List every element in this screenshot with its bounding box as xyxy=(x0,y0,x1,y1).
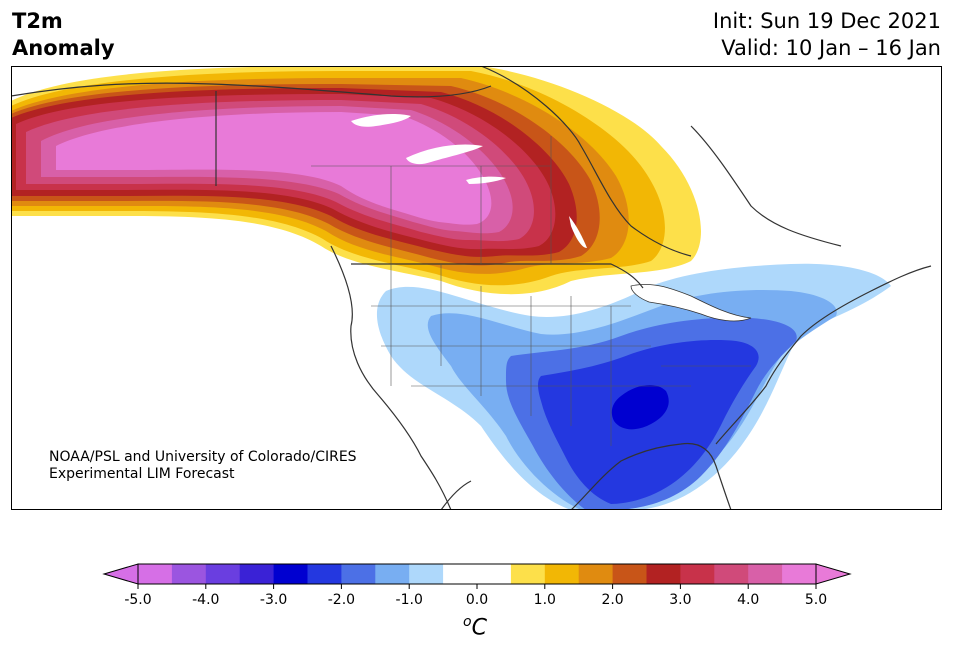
colorbar-tick-label: 2.0 xyxy=(601,592,623,608)
colorbar-tick-label: 1.0 xyxy=(534,592,556,608)
cold-contour-5 xyxy=(611,384,669,430)
colorbar-tick-label: -2.0 xyxy=(328,592,355,608)
east-coast xyxy=(715,265,932,445)
us-canada-border xyxy=(351,263,644,289)
hudson-bay xyxy=(480,66,692,257)
cold-anomaly-region xyxy=(376,263,891,510)
west-coast xyxy=(330,245,452,510)
colorbar-tick-label: 5.0 xyxy=(805,592,827,608)
colorbar-over-arrow xyxy=(815,563,852,585)
colorbar-segment xyxy=(578,564,614,584)
colorbar-tick-label: 0.0 xyxy=(466,592,488,608)
great-slave-lake xyxy=(406,144,483,165)
colorbar-segment xyxy=(544,564,580,584)
gulf-coast xyxy=(570,442,732,510)
colorbar-segment xyxy=(341,564,376,584)
init-date: Init: Sun 19 Dec 2021 xyxy=(712,9,941,33)
warm-contour-9 xyxy=(56,112,492,225)
colorbar-segment xyxy=(782,564,817,584)
warm-anomaly-region xyxy=(11,66,701,295)
colorbar-segment xyxy=(138,564,173,584)
colorbar-tick-label: 3.0 xyxy=(669,592,691,608)
title-line-1: T2m xyxy=(12,9,63,33)
colorbar-segment xyxy=(612,564,647,584)
credit-text: NOAA/PSL and University of Colorado/CIRE… xyxy=(49,449,357,483)
valid-range: Valid: 10 Jan – 16 Jan xyxy=(721,36,941,60)
colorbar-segment xyxy=(239,564,275,584)
colorbar-tick-label: -4.0 xyxy=(192,592,219,608)
colorbar-segment xyxy=(307,564,342,584)
anomaly-map xyxy=(11,66,942,510)
colorbar-segment xyxy=(477,564,512,584)
unit-degree: o xyxy=(463,614,472,630)
arctic-coast xyxy=(11,82,492,98)
state-lines xyxy=(311,136,751,446)
lakes xyxy=(351,113,752,322)
colorbar-tick-label: -1.0 xyxy=(396,592,423,608)
colorbar-segment xyxy=(748,564,783,584)
colorbar-tick-label: -3.0 xyxy=(260,592,287,608)
colorbar-segment xyxy=(646,564,681,584)
lake-athabasca xyxy=(466,176,506,184)
colorbar-segment xyxy=(375,564,410,584)
colorbar: -5.0 -4.0 -3.0 -2.0 -1.0 0.0 1.0 2.0 3.0 4.0 5.0 xyxy=(102,563,852,608)
title-line-2: Anomaly xyxy=(12,36,115,60)
great-lakes xyxy=(630,283,752,322)
lake-winnipeg xyxy=(569,216,587,248)
colorbar-tick-label: 4.0 xyxy=(737,592,759,608)
colorbar-segment xyxy=(273,564,308,584)
colorbar-segment xyxy=(510,564,546,584)
colorbar-segment xyxy=(680,564,715,584)
map-frame xyxy=(11,66,942,510)
colorbar-segment xyxy=(409,564,444,584)
colorbar-ticks: -5.0 -4.0 -3.0 -2.0 -1.0 0.0 1.0 2.0 3.0 4.0 5.0 xyxy=(124,584,827,608)
colorbar-segments xyxy=(102,563,852,585)
colorbar-segment xyxy=(171,564,207,584)
boundaries xyxy=(11,66,932,510)
credit-line-1: NOAA/PSL and University of Colorado/CIRE… xyxy=(49,449,357,465)
colorbar-tick-label: -5.0 xyxy=(124,592,151,608)
great-bear-lake xyxy=(351,113,411,127)
forecast-dates: Init: Sun 19 Dec 2021 Valid: 10 Jan – 16… xyxy=(713,8,941,62)
map-title: T2m Anomaly xyxy=(12,8,115,62)
colorbar-segment xyxy=(714,564,749,584)
mexico-coast xyxy=(440,480,472,510)
credit-line-2: Experimental LIM Forecast xyxy=(49,466,235,482)
colorbar-under-arrow xyxy=(102,563,139,585)
unit-celsius: C xyxy=(471,615,487,641)
labrador-coast xyxy=(690,125,842,247)
colorbar-segment xyxy=(443,564,478,584)
colorbar-segment xyxy=(205,564,241,584)
colorbar-unit: oC xyxy=(463,614,487,640)
